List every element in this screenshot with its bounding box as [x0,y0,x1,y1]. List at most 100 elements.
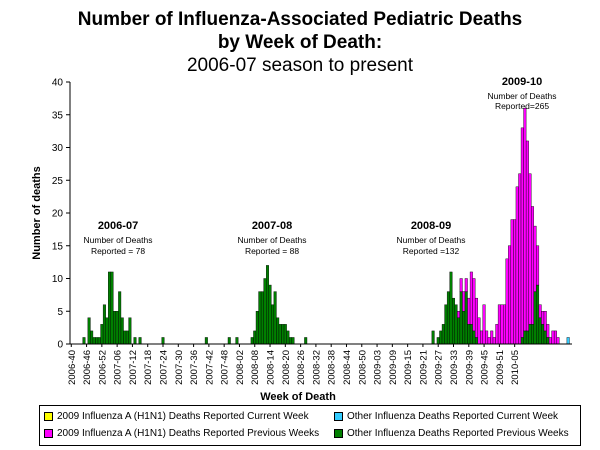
bar-ah1n1-previous [523,107,527,332]
y-tick-label: 25 [52,176,64,187]
bar-ah1n1-previous [505,258,509,345]
bar-ah1n1-previous [477,317,481,345]
bar-other-previous [474,337,478,345]
x-tick-label: 2009-03 [373,350,384,385]
deaths-count-value: Reported = 88 [245,246,299,256]
x-tick-label: 2007-18 [143,350,154,385]
bar-other-previous [278,324,282,345]
bar-other-current [566,337,570,345]
bar-other-previous [105,317,109,345]
bar-ah1n1-previous [487,337,491,345]
bar-other-previous [235,337,239,345]
x-tick-label: 2007-36 [189,350,200,385]
x-tick-label: 2009-27 [434,350,445,385]
bar-other-previous [266,265,269,345]
x-tick-label: 2008-02 [235,350,246,385]
bar-ah1n1-previous [474,297,478,338]
x-tick-label: 2008-14 [266,350,277,385]
bar-ah1n1-previous [508,245,512,345]
x-tick-label: 2007-06 [113,350,124,385]
bar-other-previous [87,317,91,345]
bar-other-previous [273,291,277,345]
bar-other-previous [446,291,450,345]
bar-other-previous [161,337,165,345]
bar-other-previous [523,330,527,345]
bar-ah1n1-previous [492,337,496,345]
y-tick-label: 10 [52,274,64,285]
x-tick-label: 2006-46 [82,350,93,385]
y-tick-label: 40 [52,78,64,89]
x-tick-label: 2009-39 [464,350,475,385]
y-tick-label: 15 [52,241,64,252]
bar-other-previous [472,330,476,345]
bar-other-previous [467,324,471,345]
bar-ah1n1-previous [520,127,524,338]
bar-other-previous [113,311,117,345]
legend-swatch-ah1n1-previous [44,429,53,438]
x-tick-label: 2009-45 [480,350,491,385]
legend-swatch-ah1n1-current [44,412,53,421]
chart-title: Number of Influenza-Associated Pediatric… [0,8,600,77]
bar-other-previous [255,311,259,345]
bar-other-previous [250,337,254,345]
bar-other-previous [538,317,542,345]
bar-other-previous [90,330,94,345]
bar-ah1n1-previous [459,278,463,292]
x-tick-label: 2010-05 [510,350,521,385]
x-tick-label: 2007-42 [204,350,215,385]
deaths-count-label: Number of Deaths [238,235,307,245]
bar-other-previous [304,337,308,345]
bar-other-previous [118,291,122,345]
bar-other-previous [444,304,448,345]
x-tick-label: 2009-33 [449,350,460,385]
x-tick-label: 2009-15 [403,350,414,385]
bar-other-previous [115,311,119,345]
x-tick-label: 2007-48 [220,350,231,385]
bar-ah1n1-previous [525,140,529,332]
bar-ah1n1-previous [556,337,560,345]
y-tick-label: 35 [52,110,64,121]
bar-other-previous [431,330,435,345]
bar-other-previous [100,324,104,345]
season-label: 2008-09 [411,220,451,232]
bar-ah1n1-previous [538,304,542,319]
bar-other-previous [95,337,99,345]
x-tick-label: 2008-08 [250,350,261,385]
bar-other-previous [531,324,534,345]
bar-other-previous [120,317,124,345]
bar-other-previous [533,291,537,345]
bar-other-previous [125,330,129,345]
bar-other-previous [546,337,550,345]
bar-other-previous [464,291,468,345]
season-label: 2009-10 [502,76,542,88]
bar-ah1n1-previous [469,271,473,325]
bar-other-previous [204,337,208,345]
bar-ah1n1-previous [548,337,552,345]
bar-other-previous [449,271,453,345]
legend-item-ah1n1-current: 2009 Influenza A (H1N1) Deaths Reported … [44,411,309,422]
x-tick-label: 2008-44 [342,350,353,385]
legend-label-ah1n1-previous: 2009 Influenza A (H1N1) Deaths Reported … [57,428,320,439]
bar-other-previous [227,337,231,345]
bar-other-previous [528,324,532,345]
bar-other-previous [271,304,275,345]
bar-other-previous [457,317,461,345]
bars-layer [82,107,570,345]
legend-label-other-current: Other Influenza Deaths Reported Current … [347,411,559,422]
x-tick-label: 2008-50 [357,350,368,385]
title-line-3: 2006-07 season to present [186,55,414,76]
bar-ah1n1-previous [513,219,517,345]
legend-item-other-current: Other Influenza Deaths Reported Current … [334,411,558,422]
legend-swatch-other-current [334,412,343,421]
bar-ah1n1-previous [472,278,476,332]
bar-ah1n1-previous [528,173,532,325]
bar-other-previous [436,337,440,345]
bar-other-previous [133,337,137,345]
bar-other-previous [260,291,264,345]
y-axis-label: Number of deaths [31,166,43,260]
bar-other-previous [102,304,106,345]
bar-ah1n1-previous [490,330,494,345]
bar-other-previous [281,324,285,345]
bar-other-previous [82,337,86,345]
